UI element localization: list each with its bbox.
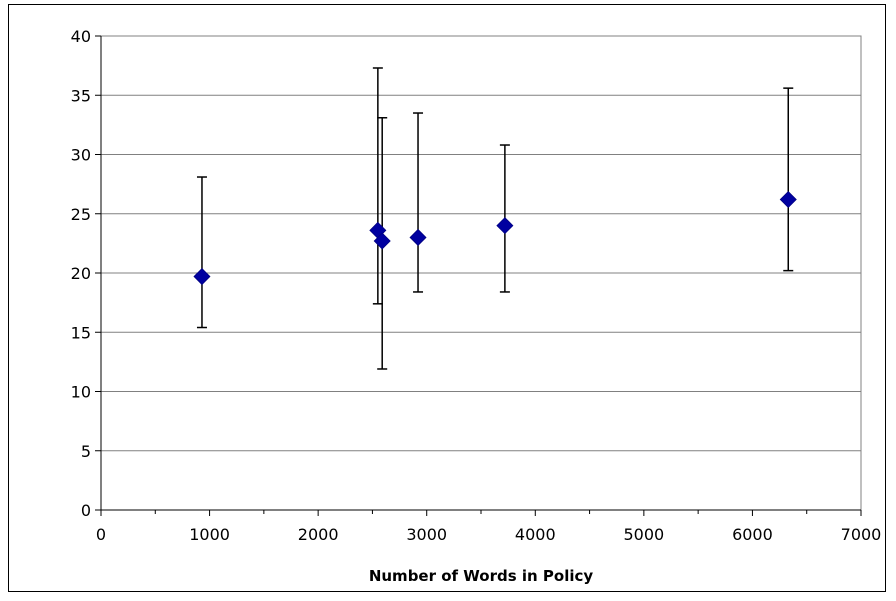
x-tick-label: 1000 xyxy=(189,525,230,544)
tick-labels: 0 5 10 15 20 25 30 35 40 0 1000 2000 3000 4000 5000 600… xyxy=(71,27,882,544)
error-bars xyxy=(196,67,794,370)
y-tick-label: 30 xyxy=(71,146,91,165)
x-tick-label: 7000 xyxy=(841,525,882,544)
x-tick-label: 3000 xyxy=(406,525,447,544)
y-tick-label: 5 xyxy=(81,442,91,461)
data-point xyxy=(373,232,391,250)
data-point xyxy=(779,190,797,209)
x-tick-label: 2000 xyxy=(298,525,339,544)
y-tick-label: 20 xyxy=(71,264,91,283)
y-tick-label: 10 xyxy=(71,383,91,402)
y-tick-label: 25 xyxy=(71,205,91,224)
x-tick-label: 5000 xyxy=(623,525,664,544)
gridlines xyxy=(101,35,861,452)
x-tick-label: 6000 xyxy=(732,525,773,544)
x-axis-title: Number of Words in Policy xyxy=(369,567,594,585)
y-tick-label: 15 xyxy=(71,323,91,342)
y-tick-label: 35 xyxy=(71,86,91,105)
x-tick-label: 0 xyxy=(96,525,106,544)
y-tick-label: 0 xyxy=(81,501,91,520)
data-point xyxy=(496,217,514,235)
x-tick-label: 4000 xyxy=(515,525,556,544)
data-points xyxy=(193,190,797,286)
data-point xyxy=(409,228,427,246)
axes xyxy=(95,35,862,516)
y-tick-label: 40 xyxy=(71,27,91,46)
chart-frame xyxy=(8,4,886,592)
data-point xyxy=(193,268,211,286)
